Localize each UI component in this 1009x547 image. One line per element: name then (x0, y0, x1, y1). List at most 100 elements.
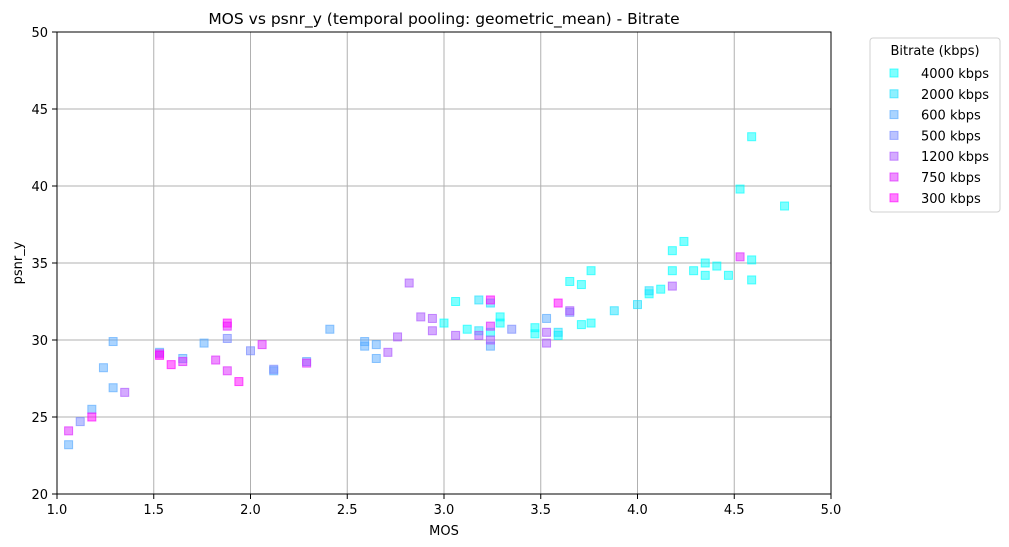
y-tick-label: 25 (31, 411, 48, 426)
x-tick-label: 3.0 (434, 503, 455, 518)
legend-marker (889, 110, 899, 120)
data-point (120, 387, 130, 397)
legend-entry-label: 500 kbps (921, 129, 981, 144)
data-point (542, 327, 552, 337)
data-point (246, 346, 255, 356)
data-point (485, 295, 495, 305)
data-point (553, 298, 563, 308)
data-point (393, 332, 403, 342)
data-point (222, 318, 232, 328)
x-axis: 1.0 1.5 2.0 2.5 3.0 3.5 4.0 4.5 5.0 (47, 494, 842, 518)
data-point (565, 276, 575, 286)
data-point (404, 278, 414, 288)
data-point (565, 306, 575, 316)
data-point (371, 340, 381, 350)
data-point (495, 318, 505, 328)
data-point (199, 338, 209, 348)
y-tick-label: 35 (31, 257, 48, 272)
data-point (462, 324, 472, 334)
data-point (383, 347, 393, 357)
data-point (485, 321, 495, 331)
data-point (325, 324, 335, 334)
x-tick-label: 1.0 (47, 503, 68, 518)
data-point (269, 364, 279, 374)
data-point (712, 261, 722, 271)
data-point (108, 383, 118, 393)
data-point (360, 341, 370, 351)
data-point (542, 313, 552, 323)
data-point (108, 337, 118, 347)
data-point (485, 335, 495, 345)
data-point (656, 284, 666, 294)
data-point (633, 300, 642, 310)
legend-marker (889, 151, 899, 161)
data-point (576, 280, 586, 290)
y-axis: 20 25 30 35 40 45 50 (31, 26, 57, 503)
data-point (371, 353, 381, 363)
x-tick-label: 2.0 (240, 503, 261, 518)
data-point (474, 295, 484, 305)
data-points (64, 132, 790, 450)
data-point (723, 270, 733, 280)
legend-marker (889, 130, 899, 140)
legend-marker (889, 68, 899, 78)
data-point (234, 377, 244, 387)
legend: Bitrate (kbps) 4000 kbps 2000 kbps 600 kbp… (869, 37, 1001, 213)
data-point (222, 333, 232, 343)
data-point (553, 327, 563, 337)
data-point (439, 318, 449, 328)
data-point (302, 358, 312, 368)
y-tick-label: 40 (31, 180, 48, 195)
legend-entry-label: 4000 kbps (921, 67, 989, 82)
data-point (667, 246, 677, 256)
x-tick-label: 5.0 (821, 503, 842, 518)
data-point (427, 326, 437, 336)
data-point (735, 252, 745, 262)
data-point (98, 363, 108, 373)
data-point (542, 338, 552, 348)
legend-entry-label: 750 kbps (921, 171, 981, 186)
x-tick-label: 3.5 (530, 503, 551, 518)
data-point (507, 324, 517, 334)
data-point (747, 132, 757, 142)
data-point (75, 417, 85, 427)
data-point (87, 412, 97, 422)
data-point (530, 329, 540, 339)
data-point (576, 320, 586, 330)
data-point (747, 275, 757, 285)
data-point (178, 357, 188, 367)
legend-marker (889, 172, 899, 182)
data-point (64, 426, 74, 436)
data-point (747, 255, 757, 265)
legend-title: Bitrate (kbps) (890, 44, 979, 59)
y-tick-label: 50 (31, 26, 48, 41)
data-point (667, 281, 677, 291)
data-point (735, 184, 745, 194)
data-point (700, 270, 710, 280)
legend-marker (889, 193, 899, 203)
data-point (700, 258, 710, 268)
legend-entry-label: 2000 kbps (921, 88, 989, 103)
data-point (780, 201, 790, 211)
y-tick-label: 30 (31, 334, 48, 349)
legend-entry-label: 300 kbps (921, 192, 981, 207)
data-point (87, 404, 97, 414)
y-tick-label: 20 (31, 488, 48, 503)
x-tick-label: 4.5 (724, 503, 745, 518)
x-axis-label: MOS (429, 524, 459, 539)
data-point (586, 266, 596, 276)
data-point (689, 266, 699, 276)
data-point (586, 318, 596, 328)
data-point (211, 355, 221, 365)
x-tick-label: 2.5 (337, 503, 358, 518)
data-point (427, 313, 437, 323)
data-point (155, 350, 165, 360)
data-point (416, 312, 426, 322)
data-point (64, 440, 74, 450)
data-point (474, 330, 484, 340)
legend-entry-label: 1200 kbps (921, 150, 989, 165)
x-tick-label: 1.5 (143, 503, 164, 518)
y-tick-label: 45 (31, 103, 48, 118)
legend-entry-label: 600 kbps (921, 109, 981, 124)
